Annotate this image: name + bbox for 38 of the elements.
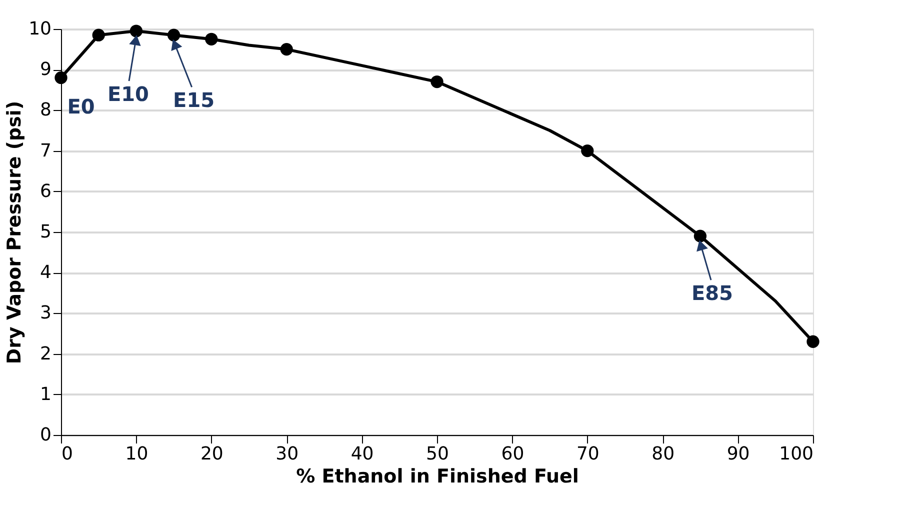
y-tick-label: 1 [40, 384, 52, 405]
point [430, 75, 444, 88]
x-tick-label: 40 [350, 444, 374, 464]
y-tick-label: 4 [40, 262, 52, 284]
y-tick-label: 7 [40, 140, 52, 162]
point [92, 28, 105, 42]
point [167, 28, 180, 42]
y-tick-label: 10 [28, 18, 52, 40]
y-tick-label: 2 [40, 343, 52, 364]
point [694, 230, 707, 242]
y-tick-label: 3 [40, 302, 52, 324]
x-tick-label: 80 [652, 444, 675, 464]
point [130, 24, 143, 38]
y-tick-label: 0 [40, 424, 52, 446]
annotation: E85 [691, 281, 733, 306]
y-tick-label: 9 [40, 59, 52, 80]
x-tick-label: 10 [125, 444, 148, 464]
point [581, 144, 594, 158]
y-tick-label: 8 [40, 100, 52, 121]
annotation: E15 [173, 88, 215, 112]
x-tick-label: 90 [726, 444, 750, 464]
y-axis-title: Dry Vapor Pressure (psi) [4, 100, 26, 364]
x-tick-label: 0 [62, 444, 73, 464]
annotation: E0 [67, 94, 95, 119]
point [205, 32, 218, 46]
y-tick-label: 6 [40, 180, 52, 202]
x-tick-label: 70 [576, 444, 600, 464]
x-tick-label: 30 [276, 444, 299, 464]
point [54, 71, 68, 84]
x-tick-label: 60 [501, 444, 524, 464]
x-tick-label: 50 [426, 444, 449, 464]
point [280, 42, 293, 56]
x-axis-title: % Ethanol in Finished Fuel [296, 466, 579, 488]
annotation: E10 [107, 82, 149, 106]
x-tick-label: 100 [779, 444, 814, 464]
point [806, 335, 820, 348]
x-tick-label: 20 [200, 444, 224, 464]
y-tick-label: 5 [40, 222, 52, 242]
